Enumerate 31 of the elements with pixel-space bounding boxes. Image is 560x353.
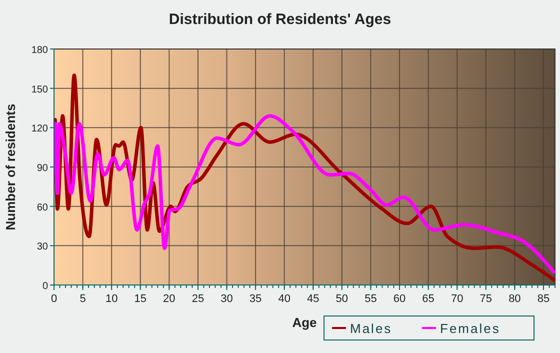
x-tick-label: 70 [450,293,464,305]
x-tick-label: 75 [480,293,492,305]
x-tick-label: 65 [422,293,434,305]
x-tick-label: 85 [537,293,550,305]
x-tick-label: 0 [50,293,58,305]
x-tick-label: 80 [508,293,521,305]
x-tick-label: 40 [278,293,290,305]
x-tick-label: 5 [80,293,86,305]
y-tick-label: 90 [36,163,48,174]
y-tick-label: 120 [31,124,48,135]
y-tick-label: 60 [36,202,48,214]
x-tick-label: 30 [220,293,233,305]
y-tick-label: 0 [42,281,48,292]
chart-title: Distribution of Residents' Ages [168,11,392,28]
x-tick-label: 35 [249,293,262,305]
x-tick-label: 60 [393,293,406,305]
x-tick-label: 45 [307,293,320,305]
x-tick-label: 10 [105,293,118,305]
y-axis-title: Number of residents [3,104,18,230]
legend-label: Males [350,321,392,336]
y-tick-label: 150 [31,84,48,96]
x-tick-label: 20 [163,293,176,305]
x-tick-label: 55 [364,293,377,305]
y-tick-label: 30 [36,242,48,253]
x-tick-label: 25 [192,293,204,305]
y-tick-label: 180 [31,45,48,56]
line-series [53,114,556,274]
legend-label: Females [440,321,500,336]
x-axis-title: Age [292,315,317,330]
x-tick-label: 50 [336,293,348,305]
x-tick-label: 15 [134,293,147,305]
